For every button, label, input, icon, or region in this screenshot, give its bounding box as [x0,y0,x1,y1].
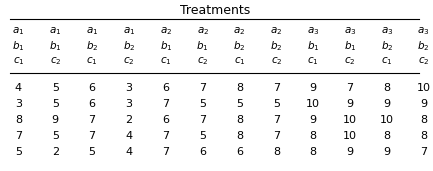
Text: 7: 7 [162,147,169,157]
Text: Treatments: Treatments [180,4,250,17]
Text: $a_1$: $a_1$ [123,25,135,37]
Text: 6: 6 [236,147,243,157]
Text: 9: 9 [346,147,354,157]
Text: $c_2$: $c_2$ [344,55,356,67]
Text: $a_3$: $a_3$ [344,25,356,37]
Text: 7: 7 [420,147,427,157]
Text: 5: 5 [52,131,59,141]
Text: 4: 4 [126,147,132,157]
Text: 8: 8 [420,115,427,125]
Text: 9: 9 [383,147,391,157]
Text: 7: 7 [199,83,206,93]
Text: 7: 7 [199,115,206,125]
Text: $b_1$: $b_1$ [159,39,172,53]
Text: 8: 8 [236,83,243,93]
Text: 7: 7 [15,131,22,141]
Text: $c_2$: $c_2$ [49,55,61,67]
Text: 9: 9 [310,83,317,93]
Text: 6: 6 [199,147,206,157]
Text: 7: 7 [273,115,280,125]
Text: $c_1$: $c_1$ [381,55,393,67]
Text: 7: 7 [162,131,169,141]
Text: $b_2$: $b_2$ [123,39,135,53]
Text: 6: 6 [89,99,96,109]
Text: $a_2$: $a_2$ [197,25,209,37]
Text: $c_1$: $c_1$ [86,55,98,67]
Text: 5: 5 [273,99,280,109]
Text: 2: 2 [126,115,132,125]
Text: $a_2$: $a_2$ [160,25,172,37]
Text: 7: 7 [346,83,354,93]
Text: $c_1$: $c_1$ [307,55,319,67]
Text: 5: 5 [52,83,59,93]
Text: 9: 9 [310,115,317,125]
Text: $b_1$: $b_1$ [197,39,209,53]
Text: 4: 4 [126,131,132,141]
Text: $b_2$: $b_2$ [270,39,283,53]
Text: 8: 8 [273,147,280,157]
Text: 10: 10 [380,115,394,125]
Text: 5: 5 [236,99,243,109]
Text: 7: 7 [273,83,280,93]
Text: $c_2$: $c_2$ [271,55,282,67]
Text: 9: 9 [383,99,391,109]
Text: 10: 10 [343,115,357,125]
Text: 8: 8 [383,131,391,141]
Text: $a_3$: $a_3$ [381,25,393,37]
Text: $a_2$: $a_2$ [270,25,282,37]
Text: 5: 5 [199,99,206,109]
Text: $b_1$: $b_1$ [344,39,356,53]
Text: 5: 5 [52,99,59,109]
Text: 8: 8 [310,147,317,157]
Text: $b_1$: $b_1$ [12,39,25,53]
Text: $b_1$: $b_1$ [307,39,320,53]
Text: 3: 3 [126,83,132,93]
Text: $c_2$: $c_2$ [418,55,430,67]
Text: 4: 4 [15,83,22,93]
Text: $a_3$: $a_3$ [417,25,430,37]
Text: 6: 6 [162,115,169,125]
Text: 7: 7 [89,131,96,141]
Text: 9: 9 [420,99,427,109]
Text: 8: 8 [420,131,427,141]
Text: $b_2$: $b_2$ [381,39,393,53]
Text: 5: 5 [15,147,22,157]
Text: 6: 6 [162,83,169,93]
Text: 8: 8 [383,83,391,93]
Text: 10: 10 [306,99,320,109]
Text: $b_2$: $b_2$ [233,39,246,53]
Text: $a_1$: $a_1$ [86,25,98,37]
Text: 2: 2 [52,147,59,157]
Text: $a_2$: $a_2$ [233,25,246,37]
Text: 8: 8 [236,115,243,125]
Text: $a_3$: $a_3$ [307,25,320,37]
Text: 7: 7 [273,131,280,141]
Text: 3: 3 [15,99,22,109]
Text: $a_1$: $a_1$ [49,25,61,37]
Text: 3: 3 [126,99,132,109]
Text: 5: 5 [89,147,96,157]
Text: 9: 9 [346,99,354,109]
Text: 8: 8 [310,131,317,141]
Text: 8: 8 [15,115,22,125]
Text: 10: 10 [417,83,431,93]
Text: $b_1$: $b_1$ [49,39,61,53]
Text: 7: 7 [162,99,169,109]
Text: $c_1$: $c_1$ [160,55,171,67]
Text: 7: 7 [89,115,96,125]
Text: 6: 6 [89,83,96,93]
Text: $c_1$: $c_1$ [234,55,246,67]
Text: 10: 10 [343,131,357,141]
Text: 9: 9 [52,115,59,125]
Text: $b_2$: $b_2$ [417,39,430,53]
Text: $c_2$: $c_2$ [123,55,135,67]
Text: $a_1$: $a_1$ [12,25,25,37]
Text: $c_1$: $c_1$ [13,55,24,67]
Text: $c_2$: $c_2$ [197,55,208,67]
Text: 5: 5 [199,131,206,141]
Text: $b_2$: $b_2$ [86,39,98,53]
Text: 8: 8 [236,131,243,141]
